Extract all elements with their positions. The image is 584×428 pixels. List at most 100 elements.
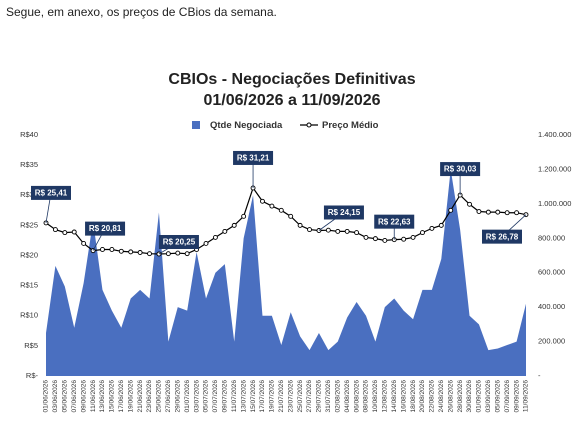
- area: [46, 169, 526, 376]
- point: [184, 251, 190, 257]
- y2-tick-label: 1.400.000: [538, 130, 571, 139]
- point: [438, 222, 444, 228]
- x-tick-label: 05/07/2026: [203, 380, 210, 413]
- point: [429, 225, 435, 231]
- x-tick-label: 07/09/2026: [504, 380, 511, 413]
- x-tick-label: 12/08/2026: [382, 380, 389, 413]
- x-tick-label: 09/07/2026: [222, 380, 229, 413]
- x-tick-label: 05/09/2026: [494, 380, 501, 413]
- point: [52, 227, 58, 233]
- y-tick-label: R$15: [20, 281, 38, 290]
- x-tick-label: 27/06/2026: [165, 380, 172, 413]
- point: [128, 249, 134, 255]
- x-tick-label: 25/07/2026: [297, 380, 304, 413]
- data-label: R$ 26,78: [486, 232, 519, 241]
- x-tick-label: 29/06/2026: [174, 380, 181, 413]
- point: [372, 236, 378, 242]
- point: [278, 207, 284, 213]
- legend-label: Preço Médio: [322, 120, 379, 131]
- point: [297, 222, 303, 228]
- x-tick-label: 18/08/2026: [410, 380, 417, 413]
- x-tick-label: 22/08/2026: [429, 380, 436, 413]
- y2-tick-label: 400.000: [538, 302, 565, 311]
- point: [335, 228, 341, 234]
- y-tick-label: R$-: [26, 371, 39, 380]
- x-tick-label: 31/07/2026: [325, 380, 332, 413]
- callout-box: [158, 234, 199, 249]
- x-tick-label: 17/06/2026: [118, 380, 125, 413]
- y2-tick-label: 600.000: [538, 268, 565, 277]
- point: [109, 247, 115, 252]
- x-tick-label: 04/08/2026: [344, 380, 351, 413]
- point: [269, 203, 275, 209]
- x-tick-label: 25/06/2026: [156, 380, 163, 413]
- chart-title: CBIOs - Negociações Definitivas: [168, 71, 415, 88]
- y-tick-label: R$5: [24, 341, 38, 350]
- point: [165, 251, 171, 257]
- callout-box: [482, 229, 522, 244]
- data-label: R$ 20,81: [89, 224, 122, 233]
- x-tick-label: 29/07/2026: [316, 380, 323, 413]
- point: [203, 240, 209, 246]
- point: [222, 228, 228, 234]
- point: [325, 227, 331, 233]
- x-tick-label: 07/07/2026: [212, 380, 219, 413]
- data-label: R$ 25,41: [35, 189, 68, 198]
- point: [212, 234, 218, 240]
- x-tick-label: 11/09/2026: [523, 380, 530, 412]
- callout-box: [440, 162, 481, 177]
- data-label: R$ 22,63: [378, 217, 411, 226]
- x-tick-label: 03/06/2026: [52, 380, 59, 413]
- x-tick-label: 19/06/2026: [127, 380, 134, 413]
- x-tick-label: 09/06/2026: [80, 380, 87, 413]
- callout-box: [31, 185, 71, 200]
- point: [118, 248, 124, 254]
- x-tick-label: 16/08/2026: [400, 380, 407, 413]
- x-tick-label: 08/08/2026: [363, 380, 370, 413]
- callout-box: [85, 221, 126, 236]
- x-tick-label: 14/08/2026: [391, 380, 398, 413]
- y-tick-label: R$25: [20, 220, 38, 229]
- x-tick-label: 23/06/2026: [146, 380, 153, 413]
- point: [137, 250, 143, 255]
- callout-box: [323, 205, 364, 220]
- x-tick-label: 05/06/2026: [62, 380, 69, 413]
- x-tick-label: 26/08/2026: [447, 380, 454, 413]
- data-label: R$ 24,15: [328, 208, 361, 217]
- y2-tick-label: -: [538, 371, 541, 380]
- line: [45, 186, 527, 255]
- y2-tick-label: 1.200.000: [538, 164, 571, 173]
- point: [448, 207, 454, 213]
- point: [401, 236, 407, 242]
- point: [71, 229, 77, 235]
- point: [288, 213, 294, 219]
- x-tick-label: 11/06/2026: [90, 380, 97, 412]
- legend-label: Qtde Negociada: [210, 120, 283, 131]
- y-tick-label: R$30: [20, 190, 38, 199]
- point: [241, 213, 247, 219]
- data-label: R$ 31,21: [237, 154, 270, 163]
- point: [514, 210, 520, 216]
- point: [344, 228, 350, 234]
- data-label: R$ 30,03: [444, 165, 477, 174]
- x-tick-label: 28/08/2026: [457, 380, 464, 413]
- y-tick-label: R$10: [20, 311, 38, 320]
- y2-tick-label: 800.000: [538, 233, 565, 242]
- x-tick-label: 20/08/2026: [419, 380, 426, 413]
- x-tick-label: 07/06/2026: [71, 380, 78, 413]
- x-tick-label: 30/08/2026: [466, 380, 473, 413]
- y2-tick-label: 200.000: [538, 337, 565, 346]
- x-tick-label: 17/07/2026: [259, 380, 266, 413]
- point: [420, 230, 425, 236]
- point: [62, 230, 68, 236]
- x-tick-label: 15/07/2026: [250, 380, 257, 413]
- data-label: R$ 20,25: [163, 238, 196, 247]
- point: [307, 227, 312, 233]
- point: [175, 250, 181, 256]
- x-tick-label: 21/07/2026: [278, 380, 285, 413]
- x-tick-label: 27/07/2026: [306, 380, 313, 413]
- x-tick-label: 02/08/2026: [334, 380, 341, 413]
- point: [382, 237, 388, 243]
